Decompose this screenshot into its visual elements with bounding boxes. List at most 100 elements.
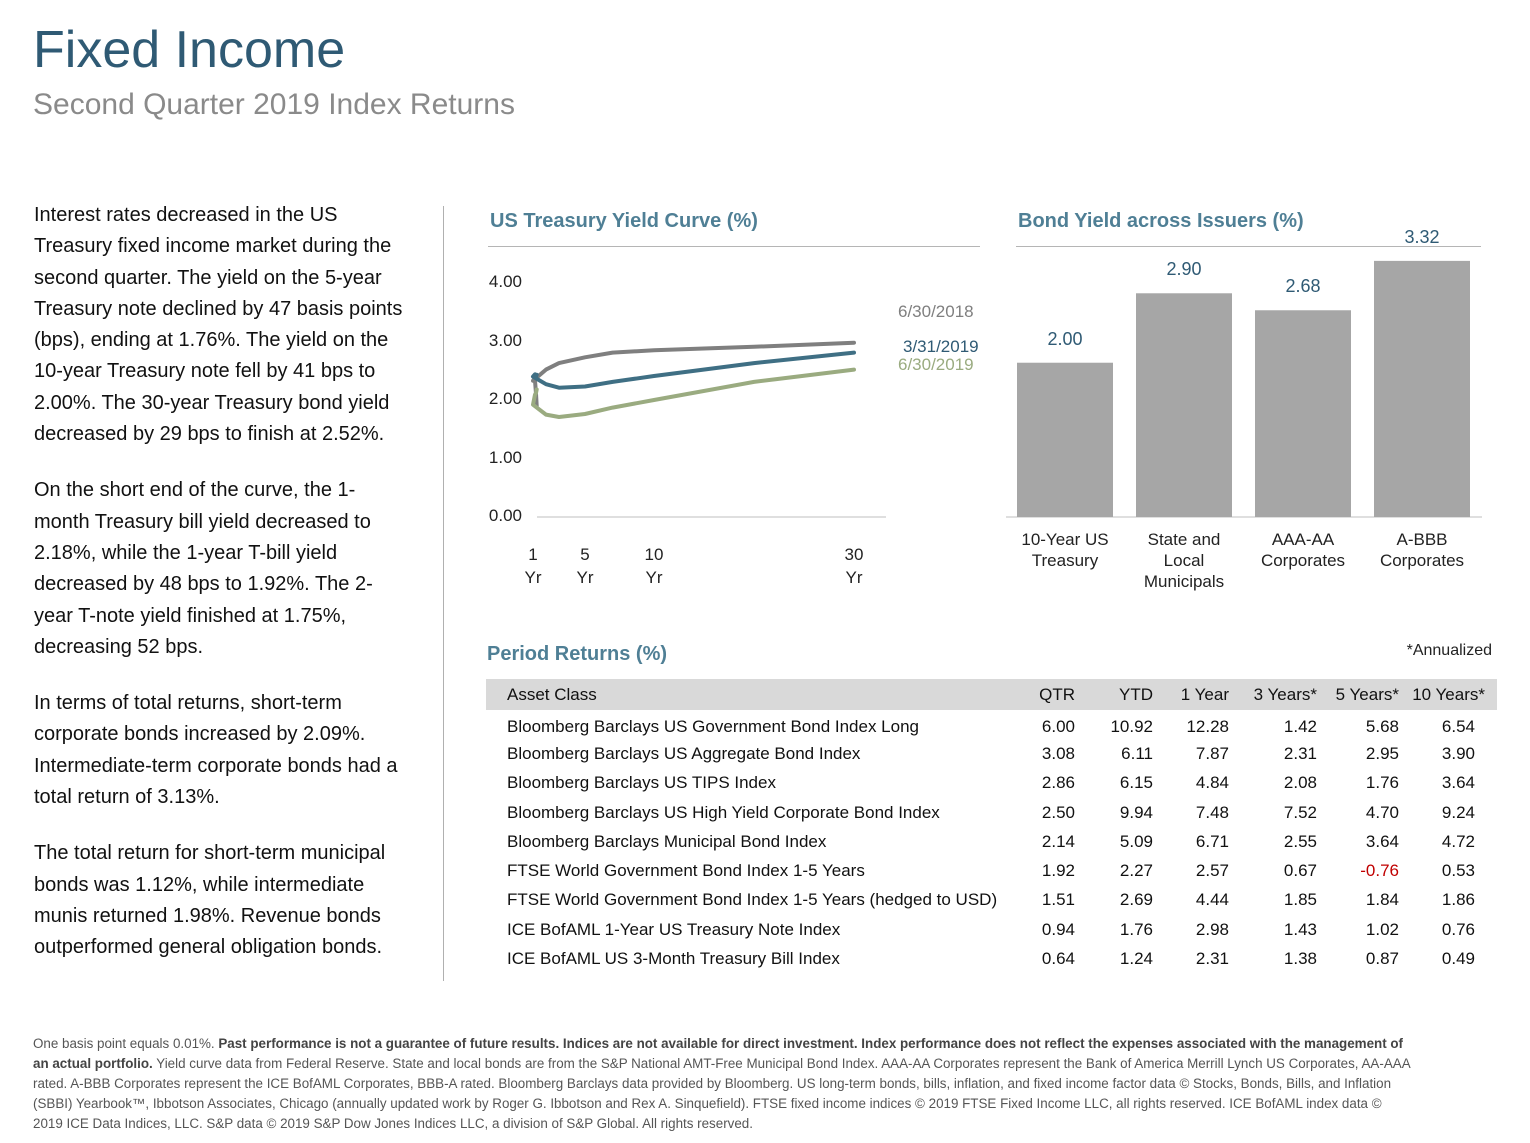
page-subtitle: Second Quarter 2019 Index Returns xyxy=(33,88,515,121)
return-cell: 2.31 xyxy=(1195,949,1229,969)
table-row: ICE BofAML US 3-Month Treasury Bill Inde… xyxy=(486,944,1497,973)
narrative-paragraph: On the short end of the curve, the 1-mon… xyxy=(34,479,373,658)
table-header-row: Asset Class QTR YTD 1 Year 3 Years* 5 Ye… xyxy=(486,679,1497,710)
return-cell: 3.64 xyxy=(1441,773,1475,793)
return-cell: 6.00 xyxy=(1041,716,1075,736)
narrative-paragraph: Interest rates decreased in the US Treas… xyxy=(34,204,403,446)
return-cell: 5.68 xyxy=(1365,716,1399,736)
column-header-5-years: 5 Years* xyxy=(1335,684,1399,704)
x-tick-label: 5 Yr xyxy=(576,545,594,587)
return-cell: 1.76 xyxy=(1365,773,1399,793)
x-tick-label: 1 Yr xyxy=(524,545,542,587)
return-cell: 2.55 xyxy=(1283,831,1317,851)
return-cell: 3.08 xyxy=(1041,743,1075,763)
return-cell: 2.50 xyxy=(1041,802,1075,822)
return-cell: 1.85 xyxy=(1283,890,1317,910)
series-label: 3/31/2019 xyxy=(903,336,979,356)
return-cell: 6.54 xyxy=(1441,716,1475,736)
return-cell: 1.76 xyxy=(1119,919,1153,939)
x-tick-label: 30 Yr xyxy=(844,545,864,587)
bar xyxy=(1136,293,1232,517)
return-cell: -0.76 xyxy=(1360,861,1399,881)
bar xyxy=(1255,310,1351,517)
table-row: Bloomberg Barclays US High Yield Corpora… xyxy=(486,798,1497,827)
series-line-6-30-2019 xyxy=(531,367,856,419)
return-cell: 0.76 xyxy=(1441,919,1475,939)
narrative-paragraph: In terms of total returns, short-term co… xyxy=(34,692,398,809)
yield-curve-title-rule xyxy=(488,246,980,247)
return-cell: 1.24 xyxy=(1119,949,1153,969)
return-cell: 5.09 xyxy=(1119,831,1153,851)
return-cell: 9.94 xyxy=(1119,802,1153,822)
period-returns-table: Asset Class QTR YTD 1 Year 3 Years* 5 Ye… xyxy=(486,679,1497,974)
series-line-6-30-2018 xyxy=(531,340,856,408)
return-cell: 4.84 xyxy=(1195,773,1229,793)
asset-class-cell: Bloomberg Barclays Municipal Bond Index xyxy=(507,831,827,851)
footnote: One basis point equals 0.01%. Past perfo… xyxy=(33,1034,1413,1134)
column-header-asset-class: Asset Class xyxy=(507,684,597,704)
return-cell: 7.87 xyxy=(1195,743,1229,763)
narrative-paragraph: The total return for short-term municipa… xyxy=(34,842,386,959)
return-cell: 1.02 xyxy=(1365,919,1399,939)
return-cell: 2.98 xyxy=(1195,919,1229,939)
return-cell: 9.24 xyxy=(1441,802,1475,822)
return-cell: 6.11 xyxy=(1121,743,1153,763)
return-cell: 2.69 xyxy=(1119,890,1153,910)
return-cell: 3.64 xyxy=(1365,831,1399,851)
return-cell: 2.14 xyxy=(1041,831,1075,851)
y-tick-label: 1.00 xyxy=(488,447,522,467)
asset-class-cell: Bloomberg Barclays US High Yield Corpora… xyxy=(507,802,940,822)
bar xyxy=(1017,362,1113,517)
table-row: ICE BofAML 1-Year US Treasury Note Index… xyxy=(486,915,1497,944)
return-cell: 7.52 xyxy=(1283,802,1317,822)
return-cell: 2.27 xyxy=(1119,861,1153,881)
return-cell: 0.49 xyxy=(1441,949,1475,969)
asset-class-cell: ICE BofAML 1-Year US Treasury Note Index xyxy=(507,919,841,939)
bar-category-label: AAA-AA Corporates xyxy=(1260,530,1346,570)
footnote-sources: Yield curve data from Federal Reserve. S… xyxy=(33,1056,1410,1131)
asset-class-cell: FTSE World Government Bond Index 1-5 Yea… xyxy=(507,890,998,910)
return-cell: 1.86 xyxy=(1441,890,1475,910)
return-cell: 1.51 xyxy=(1041,890,1075,910)
column-header-qtr: QTR xyxy=(1039,684,1075,704)
bar-category-label: A-BBB Corporates xyxy=(1379,530,1465,570)
return-cell: 1.38 xyxy=(1283,949,1317,969)
bond-yield-title: Bond Yield across Issuers (%) xyxy=(1018,210,1304,232)
return-cell: 3.90 xyxy=(1441,743,1475,763)
asset-class-cell: Bloomberg Barclays US TIPS Index xyxy=(507,773,776,793)
y-tick-label: 0.00 xyxy=(488,506,522,525)
return-cell: 6.15 xyxy=(1119,773,1153,793)
table-row: Bloomberg Barclays US Aggregate Bond Ind… xyxy=(486,739,1497,768)
bar-value-label: 3.32 xyxy=(1404,226,1440,247)
page-title: Fixed Income xyxy=(33,21,346,79)
bar xyxy=(1374,260,1470,517)
return-cell: 1.84 xyxy=(1365,890,1399,910)
column-header-ytd: YTD xyxy=(1119,684,1153,704)
return-cell: 4.44 xyxy=(1195,890,1229,910)
series-line-3-31-2019 xyxy=(531,350,856,390)
return-cell: 1.42 xyxy=(1283,716,1317,736)
return-cell: 2.08 xyxy=(1283,773,1317,793)
return-cell: 6.71 xyxy=(1195,831,1229,851)
narrative: Interest rates decreased in the US Treas… xyxy=(34,200,406,989)
series-label: 6/30/2019 xyxy=(898,354,974,374)
return-cell: 7.48 xyxy=(1195,802,1229,822)
bar-value-label: 2.90 xyxy=(1166,259,1202,280)
footnote-disclaimer: Past performance is not a guarantee of f… xyxy=(33,1036,1404,1071)
return-cell: 4.70 xyxy=(1365,802,1399,822)
table-row: Bloomberg Barclays Municipal Bond Index 2… xyxy=(486,827,1497,856)
series-label: 6/30/2018 xyxy=(898,301,974,321)
return-cell: 0.64 xyxy=(1041,949,1075,969)
asset-class-cell: FTSE World Government Bond Index 1-5 Yea… xyxy=(507,861,865,881)
return-cell: 2.95 xyxy=(1365,743,1399,763)
annualized-note: *Annualized xyxy=(1406,642,1492,659)
bar-value-label: 2.68 xyxy=(1285,276,1321,297)
return-cell: 2.31 xyxy=(1283,743,1317,763)
table-row: Bloomberg Barclays US TIPS Index 2.86 6.15… xyxy=(486,769,1497,798)
bar-category-label: State and Local Municipals xyxy=(1143,530,1225,591)
table-row: FTSE World Government Bond Index 1-5 Yea… xyxy=(486,886,1497,915)
y-tick-label: 2.00 xyxy=(488,389,522,408)
asset-class-cell: Bloomberg Barclays US Government Bond In… xyxy=(507,716,920,736)
return-cell: 4.72 xyxy=(1441,831,1475,851)
column-header-1-year: 1 Year xyxy=(1180,684,1229,704)
